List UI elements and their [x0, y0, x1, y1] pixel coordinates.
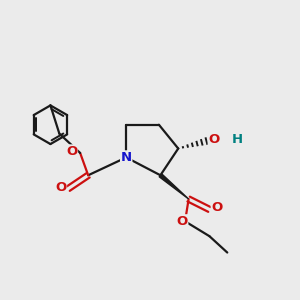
Text: O: O: [208, 133, 220, 146]
Polygon shape: [159, 174, 189, 199]
Text: O: O: [66, 145, 77, 158]
Text: N: N: [121, 151, 132, 164]
Text: O: O: [176, 215, 188, 228]
Text: H: H: [232, 133, 243, 146]
Text: O: O: [55, 181, 67, 194]
Text: O: O: [211, 202, 223, 214]
